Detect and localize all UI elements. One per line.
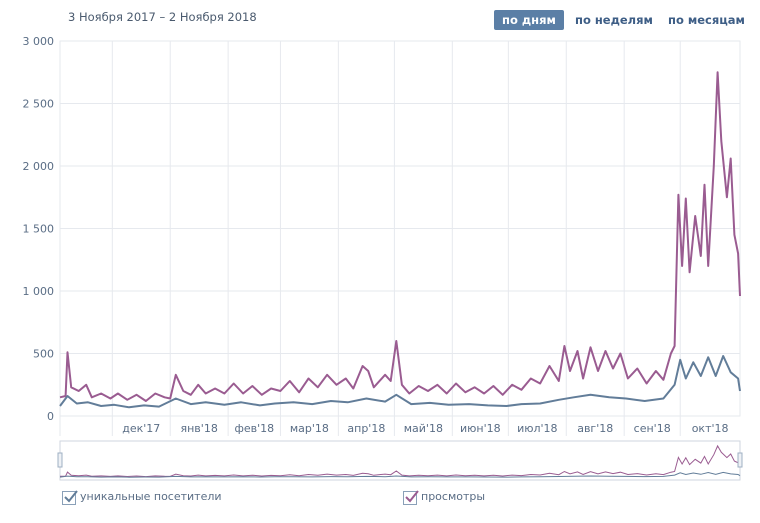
x-tick-label: дек'17 (122, 422, 160, 435)
period-by-month-button[interactable]: по месяцам (668, 13, 745, 27)
period-by-day-button[interactable]: по дням (494, 10, 564, 30)
y-tick-label: 1 500 (23, 223, 55, 236)
period-by-week-button[interactable]: по неделям (575, 13, 653, 27)
y-tick-label: 3 000 (23, 35, 55, 48)
series-layer (59, 71, 741, 409)
x-axis: дек'17 янв'18 фев'18 мар'18 апр'18 май'18 июн'… (122, 422, 728, 435)
range-navigator[interactable] (57, 440, 743, 481)
y-tick-label: 2 000 (23, 160, 55, 173)
x-tick-label: июн'18 (460, 422, 501, 435)
x-tick-label: авг'18 (577, 422, 613, 435)
visitors-checkbox[interactable] (62, 490, 78, 505)
navigator-visitors-line (59, 471, 741, 478)
navigator-views-line (59, 444, 741, 478)
y-tick-label: 2 500 (23, 98, 55, 111)
legend-views[interactable]: просмотры (403, 490, 543, 506)
x-tick-label: окт'18 (692, 422, 729, 435)
navigator-left-handle[interactable] (57, 452, 63, 468)
views-checkbox[interactable] (403, 490, 419, 505)
x-tick-label: сен'18 (634, 422, 671, 435)
x-tick-label: мар'18 (290, 422, 329, 435)
views-line (59, 71, 741, 402)
chart-grid (59, 40, 741, 436)
x-tick-label: май'18 (404, 422, 443, 435)
x-tick-label: апр'18 (347, 422, 385, 435)
x-tick-label: июл'18 (517, 422, 557, 435)
x-tick-label: фев'18 (234, 422, 274, 435)
y-axis: 0 500 1 000 1 500 2 000 2 500 3 000 (23, 35, 55, 423)
date-range: 3 Ноября 2017 – 2 Ноября 2018 (68, 10, 257, 24)
legend-visitors[interactable]: уникальные посетители (62, 490, 262, 506)
legend-visitors-label: уникальные посетители (80, 490, 222, 503)
x-tick-label: янв'18 (181, 422, 218, 435)
checkmark-icon (64, 490, 78, 503)
y-tick-label: 500 (33, 348, 54, 361)
navigator-right-handle[interactable] (737, 452, 743, 468)
checkmark-icon (405, 490, 419, 503)
y-tick-label: 1 000 (23, 285, 55, 298)
legend-views-label: просмотры (421, 490, 486, 503)
y-tick-label: 0 (47, 410, 54, 423)
